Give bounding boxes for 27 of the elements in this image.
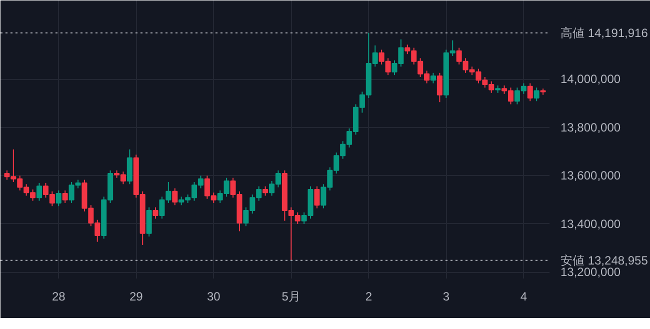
candlestick xyxy=(527,82,533,102)
x-tick-label: 5月 xyxy=(282,290,300,304)
ref-line-label: 高値 14,191,916 xyxy=(560,26,648,40)
candlestick xyxy=(62,190,68,204)
x-tick-label: 30 xyxy=(206,290,221,304)
candlestick xyxy=(436,72,442,103)
x-tick-label: 3 xyxy=(442,290,450,304)
candlestick xyxy=(430,72,436,84)
candlestick xyxy=(126,148,132,185)
x-tick-label: 2 xyxy=(365,290,372,304)
y-tick-label: 14,000,000 xyxy=(560,72,621,86)
candlestick xyxy=(172,188,178,206)
x-tick-label: 28 xyxy=(52,290,66,304)
candlestick xyxy=(146,206,152,238)
y-tick-label: 13,600,000 xyxy=(560,168,621,183)
x-tick-label: 4 xyxy=(520,290,528,304)
candlestick xyxy=(56,190,62,207)
candlestick xyxy=(314,186,320,209)
candlestick xyxy=(534,87,540,102)
y-tick-label: 13,400,000 xyxy=(560,216,621,231)
candlestick xyxy=(36,182,42,202)
y-tick-label: 13,200,000 xyxy=(560,265,621,280)
candlestick xyxy=(152,206,158,220)
ref-line-label: 安値 13,248,955 xyxy=(560,253,648,268)
y-tick-label: 13,800,000 xyxy=(560,120,621,134)
x-tick-label: 29 xyxy=(129,290,144,304)
candlestick xyxy=(262,186,268,196)
